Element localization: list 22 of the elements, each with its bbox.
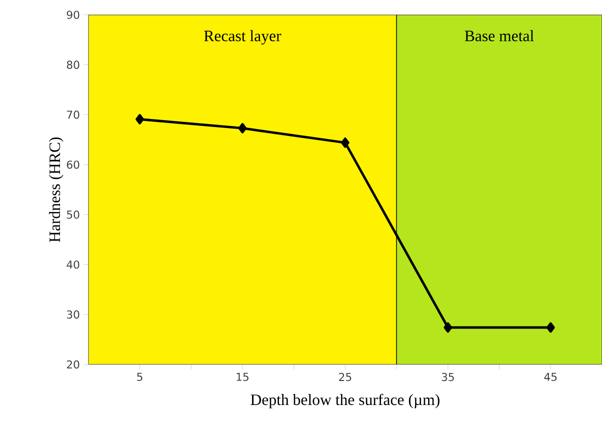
band-label: Recast layer: [204, 30, 282, 44]
x-axis-title: Depth below the surface (µm): [250, 394, 440, 408]
y-tick-label: 40: [66, 260, 80, 268]
y-tick-label: 90: [66, 10, 80, 19]
point: [238, 122, 247, 134]
y-tick-label: 20: [66, 360, 80, 368]
y-tick-label: 60: [66, 160, 80, 169]
y-tick-label: 50: [66, 210, 80, 219]
x-tick-label: 35: [442, 372, 454, 381]
point: [546, 322, 555, 332]
y-axis-title: Hardness (HRC): [48, 137, 64, 242]
x-tick-label: 25: [339, 372, 352, 381]
point: [444, 322, 452, 332]
x-tick-label: 5: [137, 372, 142, 381]
y-tick-label: 70: [67, 110, 80, 119]
point: [341, 137, 350, 148]
x-tick-label: 15: [236, 372, 248, 381]
point: [136, 114, 144, 124]
y-tick-label: 80: [66, 60, 80, 69]
y-tick-label: 30: [66, 310, 80, 318]
band-label: Base metal: [464, 30, 534, 42]
x-tick-label: 45: [544, 372, 557, 381]
